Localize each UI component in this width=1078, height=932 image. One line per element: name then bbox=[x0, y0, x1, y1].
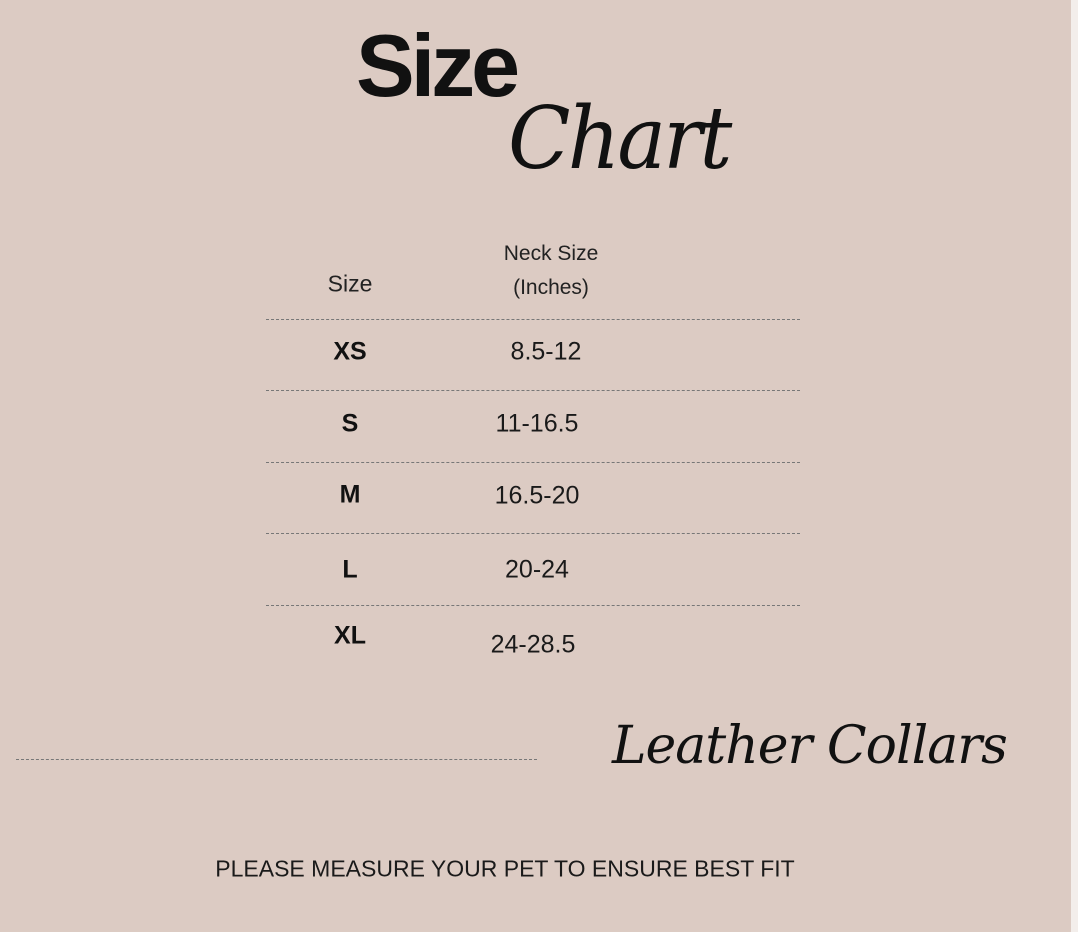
header-inches: (Inches) bbox=[513, 276, 589, 299]
header-size: Size bbox=[327, 270, 373, 297]
decorative-line bbox=[16, 759, 537, 760]
title-size: Size bbox=[356, 16, 520, 115]
size-cell: XS bbox=[333, 337, 367, 366]
neck-cell: 8.5-12 bbox=[510, 337, 582, 366]
header-neck-size: Neck Size bbox=[503, 242, 599, 265]
size-cell: M bbox=[339, 480, 361, 509]
footer-note: PLEASE MEASURE YOUR PET TO ENSURE BEST F… bbox=[215, 855, 795, 882]
divider bbox=[266, 390, 800, 391]
neck-cell: 16.5-20 bbox=[494, 481, 580, 510]
divider bbox=[266, 533, 800, 534]
divider bbox=[266, 605, 800, 606]
title-chart: Chart bbox=[508, 89, 732, 189]
neck-cell: 20-24 bbox=[505, 555, 569, 584]
divider bbox=[266, 319, 800, 320]
size-cell: L bbox=[342, 555, 358, 584]
size-cell: S bbox=[341, 409, 359, 438]
neck-cell: 11-16.5 bbox=[495, 409, 579, 438]
neck-cell: 24-28.5 bbox=[490, 630, 576, 659]
right-edge-strip bbox=[1071, 0, 1078, 932]
product-name: Leather Collars bbox=[612, 716, 1008, 776]
size-cell: XL bbox=[334, 621, 366, 650]
divider bbox=[266, 462, 800, 463]
